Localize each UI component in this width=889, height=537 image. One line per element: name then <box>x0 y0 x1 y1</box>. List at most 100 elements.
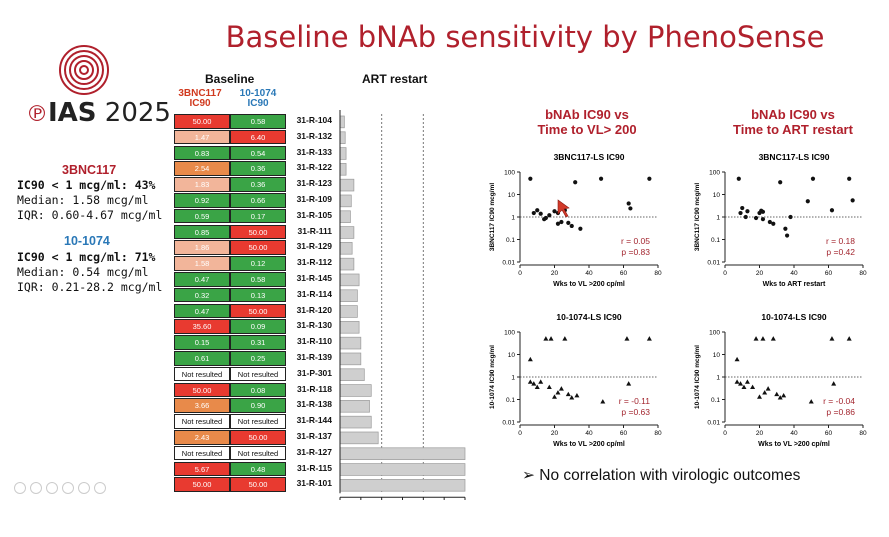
participant-id-label: 31-R-120 <box>296 304 332 315</box>
tick-label: 40 <box>585 430 593 437</box>
table-cell-3bnc117: 1.83 <box>174 177 230 192</box>
table-cell-10-1074: 0.58 <box>230 114 286 129</box>
bar <box>339 178 355 192</box>
bar <box>339 447 466 460</box>
data-point <box>646 336 652 341</box>
stat-ab2-median: Median: 0.54 mcg/ml <box>17 265 149 279</box>
data-point <box>760 336 766 341</box>
table-cell-3bnc117: 1.86 <box>174 240 230 255</box>
data-point <box>555 221 561 226</box>
table-cell-3bnc117: 1.47 <box>174 129 230 145</box>
table-cell-3bnc117: Not resulted <box>174 414 230 429</box>
data-point <box>808 399 814 404</box>
table-cell-10-1074: 0.48 <box>230 461 286 477</box>
table-cell-10-1074: Not resulted <box>230 366 286 382</box>
y-axis-label: 10-1074 IC90 mcg/ml <box>489 345 496 409</box>
data-point <box>626 201 631 206</box>
subtitle-vl: bNAb IC90 vs Time to VL> 200 <box>537 107 637 137</box>
table-cell-10-1074: 50.00 <box>230 240 286 255</box>
data-point <box>598 176 604 181</box>
art-restart-header: ART restart <box>362 72 428 86</box>
plot-title: 10-1074-LS IC90 <box>761 312 826 322</box>
data-point <box>750 384 756 390</box>
stat-r: r = -0.04 <box>823 396 855 406</box>
participant-id-label: 31-R-144 <box>296 415 332 426</box>
more-icon[interactable] <box>94 482 106 494</box>
data-point <box>805 199 810 204</box>
table-cell-10-1074: 0.90 <box>230 398 286 413</box>
table-cell-10-1074: Not resulted <box>230 445 286 461</box>
stat-ab2-line1: IC90 < 1 mcg/ml: 71% <box>17 250 156 264</box>
data-point <box>552 209 557 214</box>
table-cell-3bnc117: 1.58 <box>174 256 230 271</box>
data-point <box>783 226 788 231</box>
bar <box>339 400 370 413</box>
data-point <box>753 215 759 221</box>
data-point <box>774 391 780 397</box>
data-point <box>767 219 772 225</box>
stat-r: r = 0.18 <box>826 236 855 246</box>
table-cell-3bnc117: 0.85 <box>174 224 230 240</box>
table-cell-3bnc117: 0.47 <box>174 272 230 287</box>
bar <box>339 242 353 255</box>
table-cell-10-1074: 0.36 <box>230 177 286 192</box>
participant-id-label: 31-R-129 <box>296 241 332 252</box>
tick-label: 80 <box>859 270 867 277</box>
tick-label: 60 <box>825 430 833 437</box>
data-point <box>626 381 632 386</box>
table-cell-10-1074: 0.31 <box>230 335 286 350</box>
tick-label: 100 <box>504 330 515 337</box>
ias-logo-icon <box>59 45 109 95</box>
camera-icon[interactable] <box>78 482 90 494</box>
art-restart-bar-chart: 0122436486072 <box>339 110 466 500</box>
data-point <box>538 211 543 216</box>
participant-id-label: 31-R-137 <box>296 431 332 441</box>
participant-id-label: 31-R-133 <box>296 146 332 157</box>
tick-label: 60 <box>825 270 833 277</box>
participant-id-label: 31-R-138 <box>296 399 332 410</box>
data-point <box>543 336 549 341</box>
data-point <box>850 198 855 203</box>
data-point <box>531 381 537 386</box>
plot-title: 3BNC117-LS IC90 <box>554 152 625 162</box>
data-point <box>600 399 606 404</box>
data-point <box>734 356 740 362</box>
scatter-3bnc117-vl: 3BNC117-LS IC90 0.01 0.1 1 10 100 0 20 40 60 80 Wks… <box>489 152 662 288</box>
table-cell-3bnc117: 5.67 <box>174 461 230 477</box>
tick-label: 20 <box>756 430 764 437</box>
bar <box>339 415 372 429</box>
stat-p: p =0.63 <box>621 407 650 417</box>
nav-next-icon[interactable] <box>30 482 42 494</box>
nav-prev-icon[interactable] <box>14 482 26 494</box>
table-cell-10-1074: Not resulted <box>230 414 286 429</box>
data-point <box>831 381 837 386</box>
tick-label: 20 <box>756 270 764 277</box>
participant-id-label: 31-R-139 <box>296 352 332 362</box>
tick-label: 0.01 <box>707 420 720 427</box>
tick-label: 0 <box>518 430 522 437</box>
data-point <box>527 356 533 362</box>
data-point <box>770 336 776 341</box>
data-point <box>528 176 533 181</box>
participant-id-label: 31-R-132 <box>296 130 332 141</box>
bar <box>339 431 379 445</box>
baseline-header: Baseline <box>205 72 255 86</box>
tick-label: 40 <box>790 270 798 277</box>
table-cell-3bnc117: 50.00 <box>174 114 230 129</box>
pen-icon[interactable] <box>46 482 58 494</box>
bar <box>339 289 358 302</box>
zoom-icon[interactable] <box>62 482 74 494</box>
data-point <box>760 217 766 222</box>
data-point <box>547 213 552 218</box>
data-point <box>762 390 768 395</box>
data-point <box>738 210 743 216</box>
data-point <box>847 176 852 181</box>
tick-label: 0.01 <box>502 420 515 427</box>
bar <box>339 336 362 350</box>
tick-label: 100 <box>504 170 515 177</box>
stat-ab1-median: Median: 1.58 mcg/ml <box>17 193 149 207</box>
tick-label: 0 <box>518 270 522 277</box>
tick-label: 1 <box>716 215 720 222</box>
table-cell-10-1074: 0.66 <box>230 193 286 208</box>
table-cell-3bnc117: 50.00 <box>174 382 230 398</box>
